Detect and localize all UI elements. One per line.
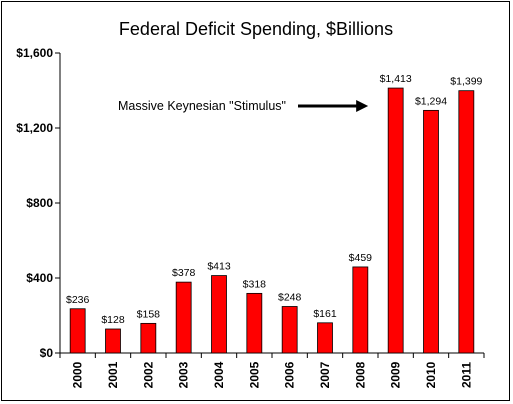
bar-2009 — [387, 87, 404, 354]
x-tick-label-2002: 2002 — [141, 361, 155, 388]
data-label-2010: $1,294 — [415, 95, 447, 107]
bar-2001 — [105, 328, 121, 354]
annotation-text: Massive Keynesian "Stimulus" — [118, 99, 286, 113]
bar-2008 — [352, 266, 369, 354]
y-tick-label: $800 — [26, 196, 53, 210]
bar-2004 — [211, 275, 227, 354]
chart-title: Federal Deficit Spending, $Billions — [119, 19, 393, 39]
data-label-2009: $1,413 — [380, 73, 412, 85]
x-tick-label-2001: 2001 — [106, 361, 120, 388]
data-label-2007: $161 — [313, 308, 337, 320]
x-tick-label-2005: 2005 — [247, 361, 261, 388]
y-tick-label: $400 — [26, 271, 53, 285]
bar-2006 — [281, 306, 298, 354]
y-tick-label: $0 — [40, 346, 54, 360]
x-tick-label-2011: 2011 — [459, 362, 473, 388]
bar-2000 — [69, 308, 86, 354]
bar-2005 — [246, 292, 263, 354]
data-label-2000: $236 — [66, 294, 90, 306]
annotation: Massive Keynesian "Stimulus" — [118, 99, 369, 113]
x-tick-label-2010: 2010 — [424, 361, 438, 388]
x-tick-label-2007: 2007 — [318, 361, 332, 388]
y-tick-label: $1,200 — [16, 121, 53, 135]
x-tick-label-2000: 2000 — [71, 361, 85, 388]
bar-2011 — [458, 90, 475, 354]
x-tick-label-2006: 2006 — [283, 361, 297, 388]
plot-area: $0 $400 $800 $1,200 $1,600 $236 2000 $128 2001 $1… — [16, 46, 485, 388]
data-label-2002: $158 — [137, 308, 161, 320]
data-label-2008: $459 — [349, 252, 373, 264]
bar-2007 — [317, 322, 333, 354]
data-label-2001: $128 — [101, 314, 125, 326]
x-tick-label-2004: 2004 — [212, 361, 226, 388]
y-tick-label: $1,600 — [16, 46, 53, 60]
data-label-2004: $413 — [207, 261, 231, 273]
bar-2003 — [175, 281, 192, 354]
data-label-2006: $248 — [278, 292, 302, 304]
x-tick-label-2003: 2003 — [177, 361, 191, 388]
data-label-2005: $318 — [243, 278, 267, 290]
bar-2010 — [423, 109, 439, 354]
x-tick-label-2008: 2008 — [353, 361, 367, 388]
data-label-2011: $1,399 — [450, 76, 482, 88]
annotation-arrow-head — [356, 100, 369, 112]
bar-2002 — [140, 322, 157, 354]
data-label-2003: $378 — [172, 267, 196, 279]
x-tick-label-2009: 2009 — [389, 361, 403, 388]
